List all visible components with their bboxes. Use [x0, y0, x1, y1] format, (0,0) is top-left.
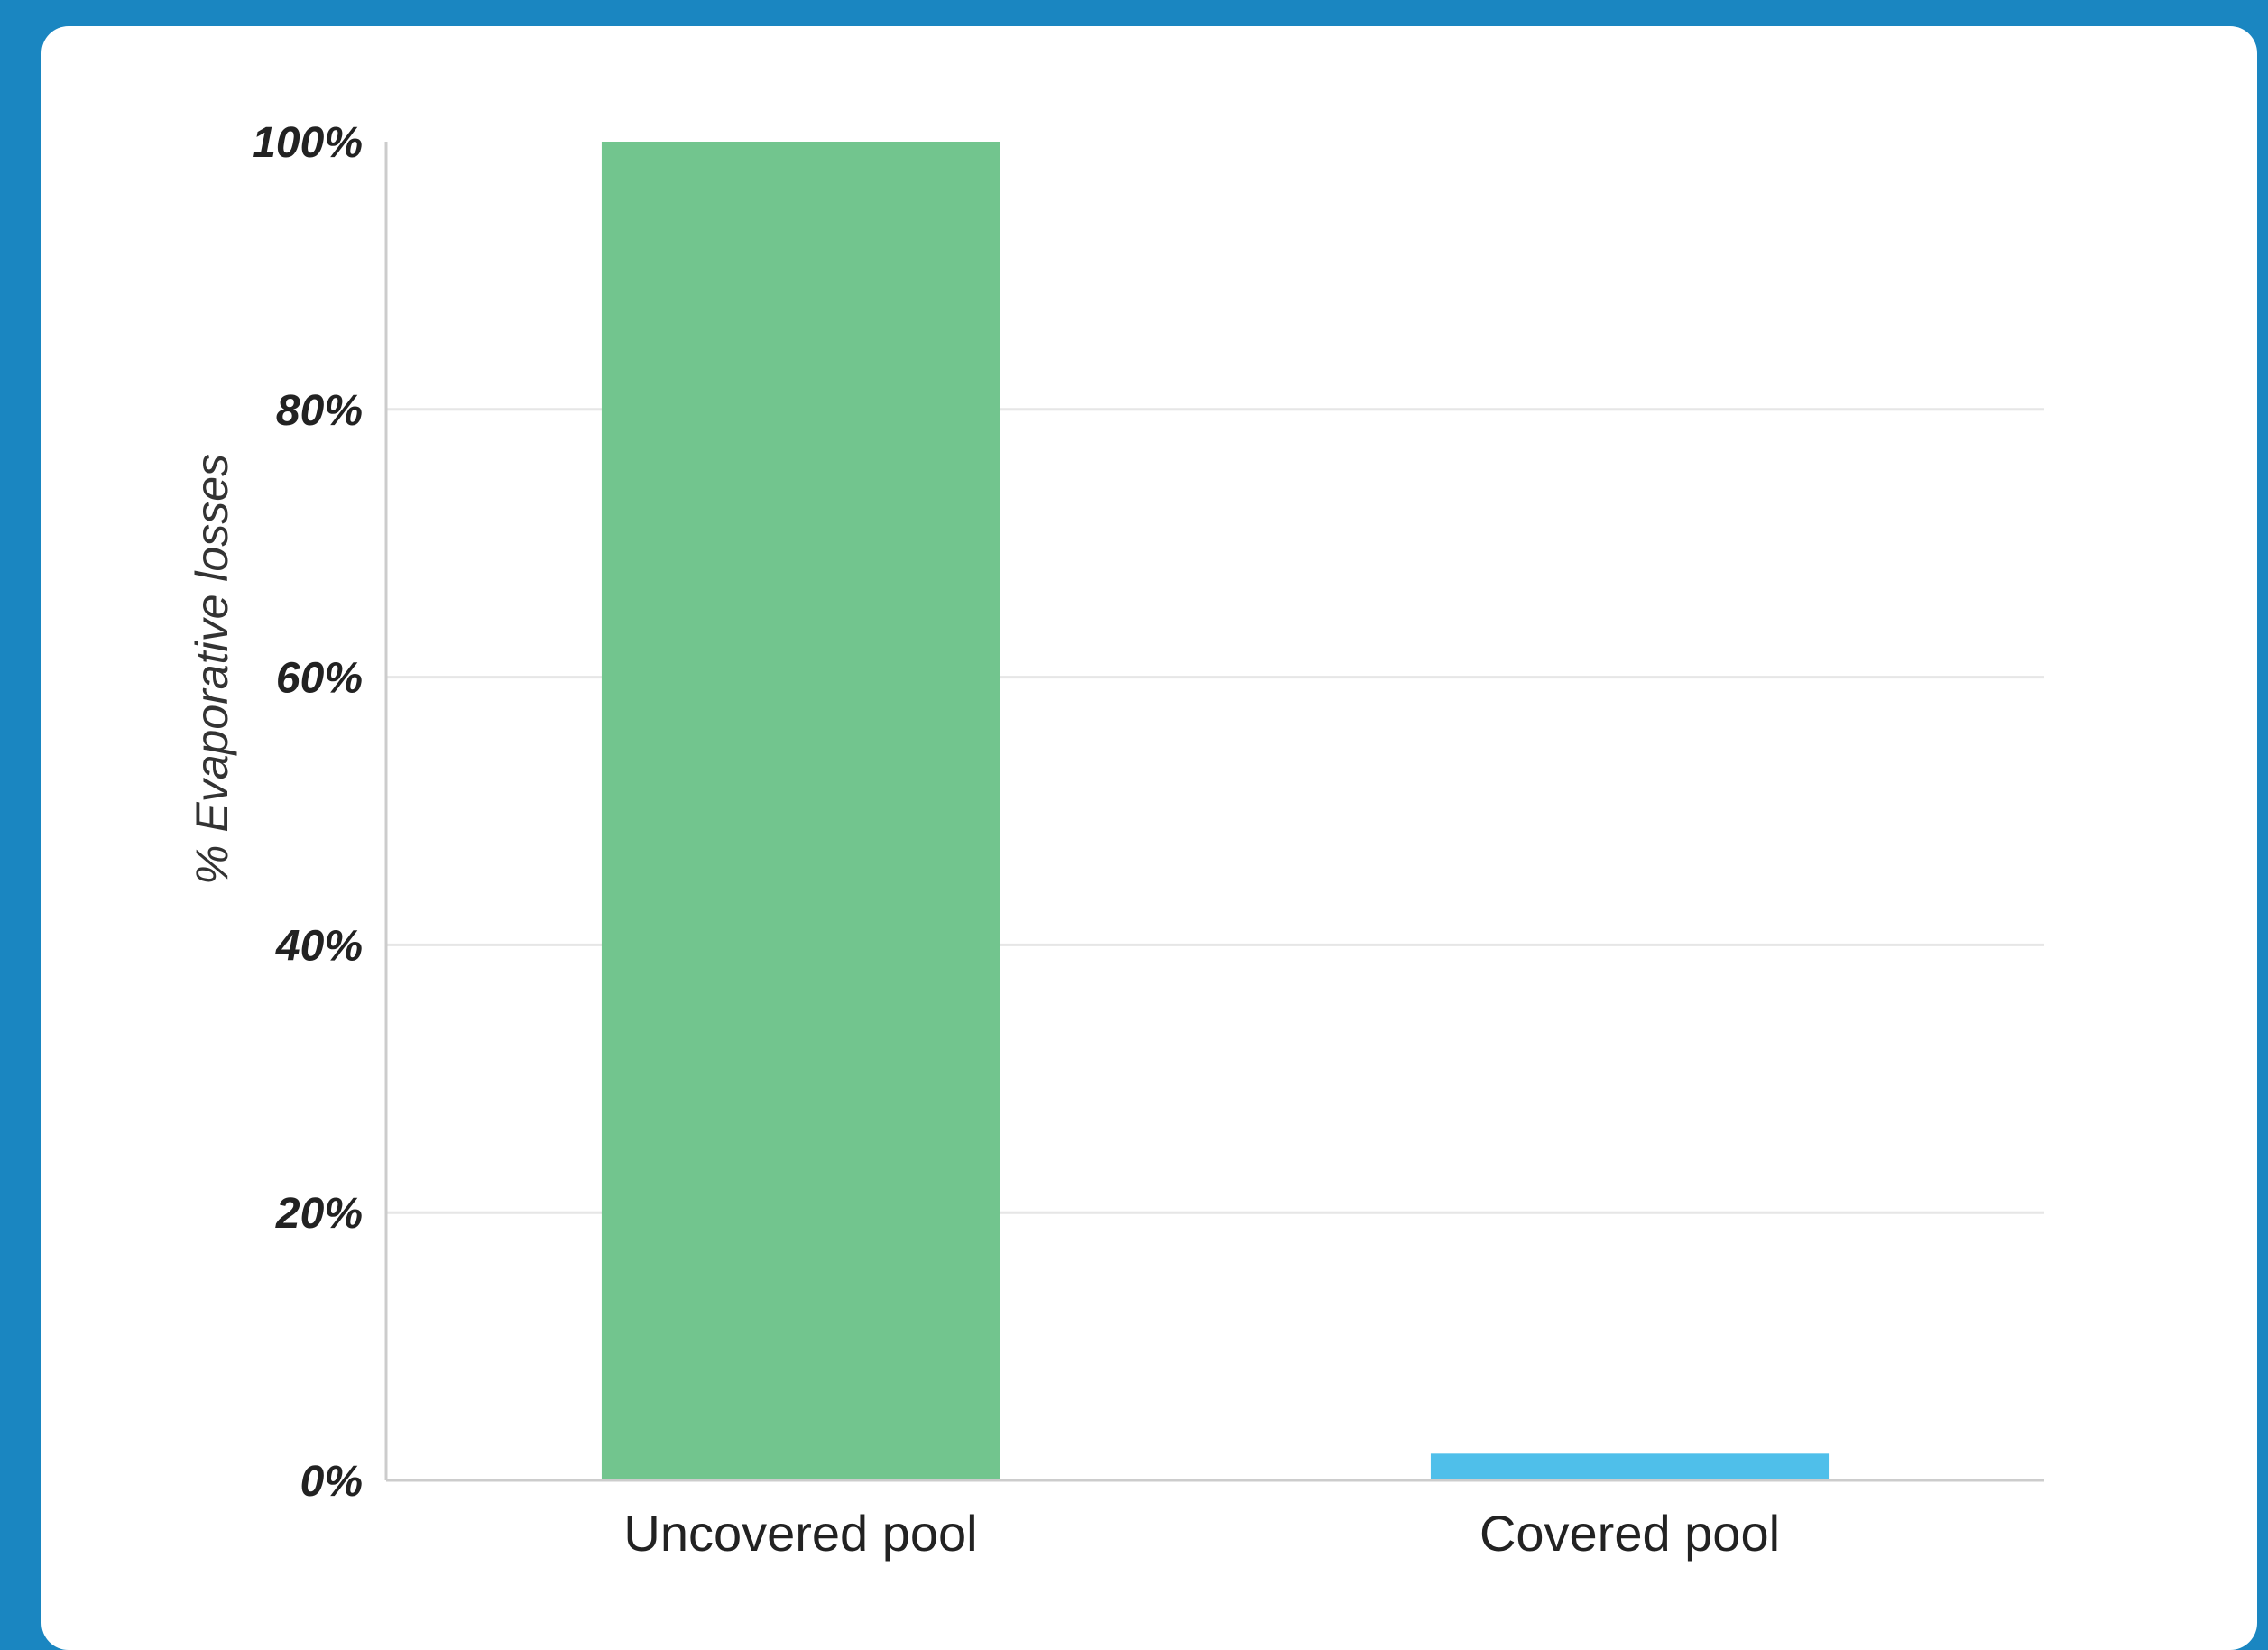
bar	[601, 142, 1000, 1480]
y-tick-label: 80%	[276, 387, 363, 435]
y-tick-label: 0%	[300, 1458, 363, 1506]
chart-card	[41, 26, 2257, 1650]
bars	[601, 142, 1830, 1480]
y-tick-label: 60%	[276, 655, 363, 703]
axes	[384, 142, 2044, 1482]
y-tick-labels: 0% 20% 40% 60% 80% 100%	[252, 119, 363, 1506]
y-tick-label: 40%	[275, 922, 363, 970]
bar	[1430, 1453, 1830, 1480]
x-tick-labels: Uncovered pool Covered pool	[623, 1505, 1780, 1562]
bar-chart: 0% 20% 40% 60% 80% 100% Uncovered pool Covered…	[187, 119, 2044, 1562]
y-axis-label: % Evaporative losses	[187, 454, 237, 885]
y-tick-label: 100%	[252, 119, 363, 167]
x-tick-label: Covered pool	[1480, 1505, 1780, 1562]
y-tick-label: 20%	[275, 1190, 363, 1238]
x-tick-label: Uncovered pool	[623, 1505, 977, 1562]
